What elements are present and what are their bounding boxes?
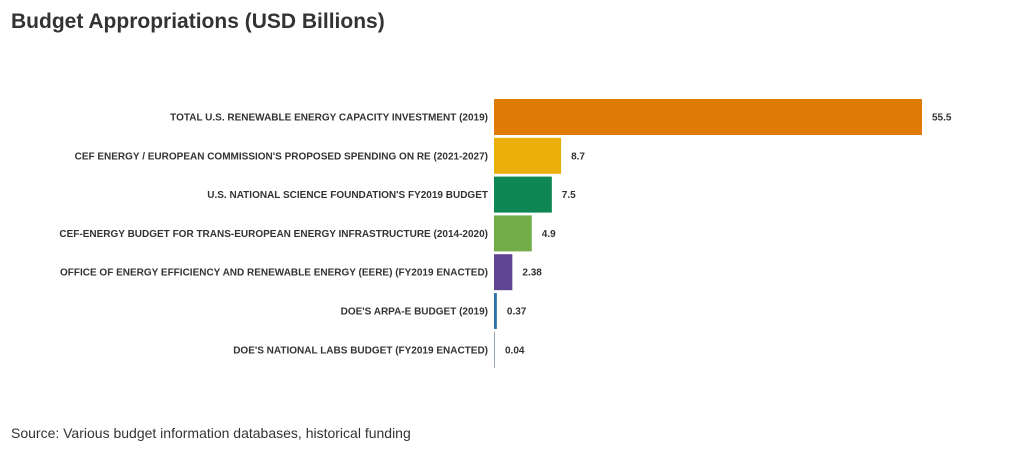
bar-1 xyxy=(494,99,922,135)
chart-title: Budget Appropriations (USD Billions) xyxy=(11,10,385,33)
source-note: Source: Various budget information datab… xyxy=(11,425,411,441)
value-label: 7.5 xyxy=(562,190,576,201)
category-label: TOTAL U.S. RENEWABLE ENERGY CAPACITY INV… xyxy=(170,113,488,124)
bar-3 xyxy=(494,176,552,213)
value-label: 8.7 xyxy=(571,151,585,162)
bar-6 xyxy=(494,293,497,329)
value-label: 0.37 xyxy=(507,307,527,318)
bar-4 xyxy=(494,215,532,252)
bar-7 xyxy=(494,331,495,368)
category-label: CEF ENERGY / EUROPEAN COMMISSION'S PROPO… xyxy=(75,151,488,162)
category-label: U.S. NATIONAL SCIENCE FOUNDATION'S FY201… xyxy=(207,190,488,201)
category-label: OFFICE OF ENERGY EFFICIENCY AND RENEWABL… xyxy=(60,268,488,279)
category-label: DOE'S ARPA-E BUDGET (2019) xyxy=(341,307,488,318)
bar-5 xyxy=(494,254,513,291)
value-label: 2.38 xyxy=(522,268,542,279)
value-label: 4.9 xyxy=(542,229,556,240)
category-label: DOE'S NATIONAL LABS BUDGET (FY2019 ENACT… xyxy=(233,345,488,356)
category-label: CEF-ENERGY BUDGET FOR TRANS-EUROPEAN ENE… xyxy=(59,229,488,240)
value-label: 55.5 xyxy=(932,113,952,124)
bar-2 xyxy=(494,137,562,174)
value-label: 0.04 xyxy=(505,345,525,356)
